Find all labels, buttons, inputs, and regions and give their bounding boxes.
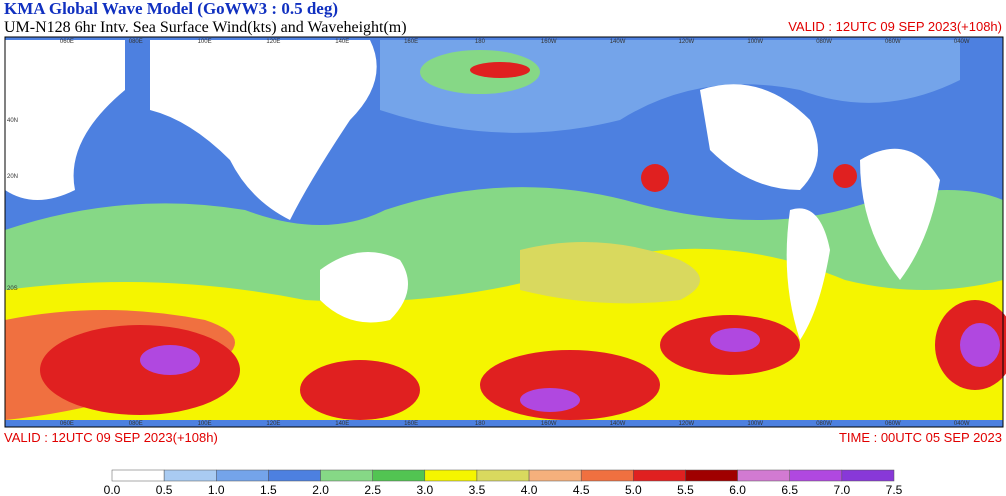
colorbar-label: 3.0	[416, 483, 433, 496]
wave-region	[40, 325, 240, 415]
lon-label: 080E	[129, 39, 143, 45]
colorbar-label: 7.0	[834, 483, 851, 496]
colorbar-label: 4.5	[573, 483, 590, 496]
lon-label: 140W	[610, 39, 626, 45]
colorbar-swatch	[424, 469, 478, 482]
colorbar-label: 1.0	[208, 483, 225, 496]
lon-label: 060E	[60, 421, 74, 427]
wave-region	[470, 62, 530, 78]
land	[320, 252, 408, 323]
title: KMA Global Wave Model (GoWW3 : 0.5 deg)	[4, 0, 338, 18]
colorbar-label: 3.5	[469, 483, 486, 496]
lon-label: 120W	[679, 39, 695, 45]
colorbar-swatch	[216, 469, 269, 482]
lon-label: 120W	[679, 421, 695, 427]
colorbar-swatch	[789, 469, 843, 482]
land	[5, 40, 125, 200]
subtitle: UM-N128 6hr Intv. Sea Surface Wind(kts) …	[4, 19, 407, 36]
lon-label: 160W	[541, 421, 557, 427]
colorbar-swatch	[528, 469, 582, 482]
colorbar-label: 6.5	[781, 483, 798, 496]
colorbar-swatch	[633, 469, 686, 482]
wave-region	[300, 360, 420, 420]
wave-region	[641, 164, 669, 192]
colorbar-label: 2.0	[312, 483, 329, 496]
colorbar-label: 5.0	[625, 483, 642, 496]
land	[700, 84, 818, 190]
colorbar-swatch	[476, 469, 530, 482]
lon-label: 120E	[266, 421, 280, 427]
lat-label: 40N	[7, 118, 18, 124]
lon-label: 100E	[198, 39, 212, 45]
colorbar-label: 0.5	[156, 483, 173, 496]
lon-label: 160W	[541, 39, 557, 45]
lat-label: 20S	[7, 286, 18, 292]
colorbar-label: 2.5	[364, 483, 381, 496]
wave-region	[710, 328, 760, 352]
lon-label: 080E	[129, 421, 143, 427]
lon-label: 140E	[335, 39, 349, 45]
land	[860, 148, 940, 280]
colorbar-swatch	[737, 469, 790, 482]
colorbar-swatch	[841, 469, 895, 482]
map-frame	[4, 36, 1004, 428]
colorbar-swatch	[685, 469, 738, 482]
colorbar-swatch	[372, 469, 426, 482]
lon-label: 040W	[954, 39, 970, 45]
lon-label: 100W	[747, 39, 763, 45]
wave-region	[520, 242, 700, 304]
wave-region	[960, 323, 1000, 367]
wave-region	[833, 164, 857, 188]
wave-region	[5, 248, 1003, 420]
lon-label: 140E	[335, 421, 349, 427]
colorbar-label: 4.0	[521, 483, 538, 496]
lon-label: 160E	[404, 39, 418, 45]
colorbar-swatch	[163, 469, 217, 482]
lon-label: 120E	[266, 39, 280, 45]
colorbar-label: 1.5	[260, 483, 277, 496]
land	[786, 208, 830, 340]
lon-label: 040W	[954, 421, 970, 427]
colorbar-label: 6.0	[729, 483, 746, 496]
lon-label: 180	[475, 421, 486, 427]
lon-label: 060W	[885, 39, 901, 45]
colorbar-label: 0.0	[104, 483, 121, 496]
colorbar-label: 5.5	[677, 483, 694, 496]
lon-label: 180	[475, 39, 486, 45]
colorbar: 0.0 0.5 1.0 1.5 2.0 2.5 3.0 3.5 4.0 4.5 5.0 5.5 6.0 6…	[104, 469, 903, 496]
lon-label: 080W	[816, 421, 832, 427]
lon-label: 060W	[885, 421, 901, 427]
colorbar-swatch	[268, 469, 321, 482]
lon-label: 080W	[816, 39, 832, 45]
init-time: TIME : 00UTC 05 SEP 2023	[839, 430, 1002, 445]
land	[150, 40, 377, 220]
wave-region	[480, 350, 660, 420]
lon-label: 140W	[610, 421, 626, 427]
wave-region	[140, 345, 200, 375]
valid-top: VALID : 12UTC 09 SEP 2023(+108h)	[788, 19, 1002, 34]
colorbar-label: 7.5	[886, 483, 903, 496]
lon-label: 160E	[404, 421, 418, 427]
wave-region	[520, 388, 580, 412]
lon-label: 100E	[198, 421, 212, 427]
valid-bottom: VALID : 12UTC 09 SEP 2023(+108h)	[4, 430, 218, 445]
lon-label: 060E	[60, 39, 74, 45]
colorbar-swatch	[580, 469, 634, 482]
colorbar-swatch	[111, 469, 165, 482]
lon-label: 100W	[747, 421, 763, 427]
map: 060E 060E 080E 080E 100E 100E 120E 120E 140E 140E…	[4, 36, 1006, 428]
lat-label: 20N	[7, 174, 18, 180]
colorbar-swatch	[320, 469, 373, 482]
